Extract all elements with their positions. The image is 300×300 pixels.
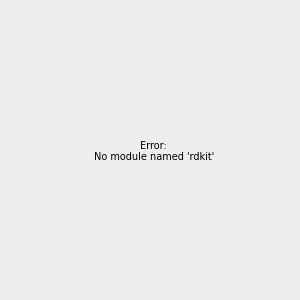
- Text: Error:
No module named 'rdkit': Error: No module named 'rdkit': [94, 141, 214, 162]
